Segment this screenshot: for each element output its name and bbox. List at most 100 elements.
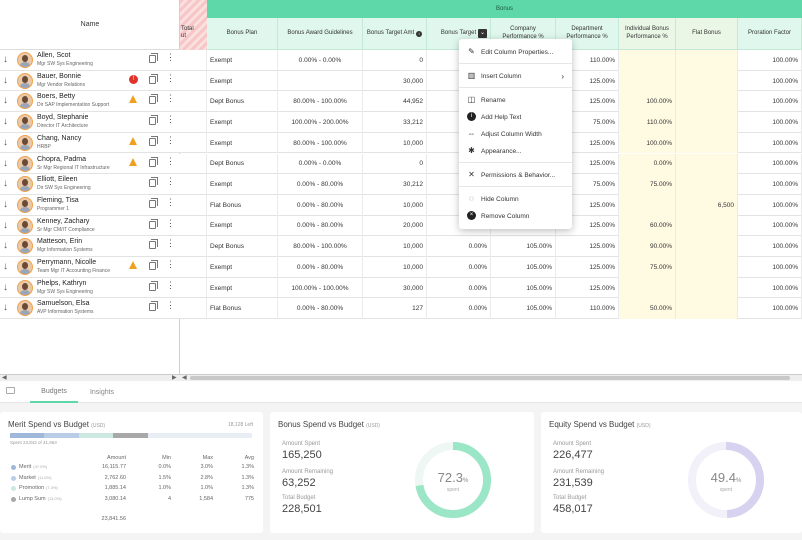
menu-item-width[interactable]: ⇔ Adjust Column Width	[459, 126, 572, 142]
cell-dept[interactable]: 125.00%	[556, 194, 619, 216]
column-header-indiv[interactable]: Individual Bonus Performance %	[619, 18, 676, 50]
cell-total[interactable]	[180, 277, 207, 299]
cell-prorate[interactable]: 100.00%	[738, 112, 802, 133]
cell-guide[interactable]: 80.00% - 100.00%	[278, 236, 363, 257]
cell-plan[interactable]: Dept Bonus	[207, 153, 278, 175]
row-menu-icon[interactable]: ⋮	[166, 300, 175, 311]
cell-amt[interactable]: 20,000	[363, 215, 427, 237]
employee-row[interactable]: ↓ Fleming, Tisa Programmer 1 ⋮	[0, 194, 180, 216]
cell-dept[interactable]: 75.00%	[556, 112, 619, 133]
warning-icon[interactable]	[129, 95, 137, 104]
cell-prorate[interactable]: 100.00%	[738, 50, 802, 71]
column-header-plan[interactable]: Bonus Plan	[207, 18, 278, 50]
name-column-header[interactable]: Name	[0, 0, 180, 50]
cell-flat[interactable]	[676, 50, 738, 71]
table-row[interactable]: Exempt 0.00% - 80.00% 10,000 0.00% 105.00% 12…	[0, 257, 802, 278]
cell-guide[interactable]: 100.00% - 200.00%	[278, 112, 363, 133]
copy-icon[interactable]	[149, 197, 158, 208]
cell-total[interactable]	[180, 70, 207, 92]
cell-indiv[interactable]: 50.00%	[619, 298, 676, 320]
cell-company[interactable]: 105.00%	[491, 257, 556, 278]
table-row[interactable]: Exempt 100.00% - 100.00% 30,000 0.00% 105.00…	[0, 277, 802, 299]
cell-indiv[interactable]: 100.00%	[619, 91, 676, 113]
cell-prorate[interactable]: 100.00%	[738, 194, 802, 216]
cell-flat[interactable]	[676, 236, 738, 257]
menu-item-edit[interactable]: ✎ Edit Column Properties...	[459, 44, 572, 60]
row-menu-icon[interactable]: ⋮	[166, 259, 175, 269]
cell-target[interactable]: 0.00%	[427, 277, 491, 299]
sort-arrow-icon[interactable]: ↓	[3, 198, 8, 210]
help-icon[interactable]: i	[416, 30, 423, 37]
cell-indiv[interactable]	[619, 277, 676, 299]
column-header-prorate[interactable]: Proration Factor	[738, 18, 802, 50]
cell-plan[interactable]: Flat Bonus	[207, 194, 278, 216]
cell-total[interactable]	[180, 298, 207, 320]
table-row[interactable]: Exempt 100.00% - 200.00% 33,212 75.00% 110.0…	[0, 112, 802, 133]
copy-icon[interactable]	[149, 260, 158, 270]
cell-flat[interactable]	[676, 215, 738, 237]
cell-dept[interactable]: 125.00%	[556, 153, 619, 175]
table-row[interactable]: Exempt 80.00% - 100.00% 10,000 125.00% 100.0…	[0, 132, 802, 154]
cell-flat[interactable]	[676, 174, 738, 195]
table-row[interactable]: Dept Bonus 80.00% - 100.00% 10,000 0.00% 105…	[0, 236, 802, 257]
cell-target[interactable]: 0.00%	[427, 298, 491, 320]
cell-plan[interactable]: Exempt	[207, 257, 278, 278]
cell-amt[interactable]: 33,212	[363, 112, 427, 133]
employee-name[interactable]: Elliott, Eileen	[37, 176, 78, 184]
sort-arrow-icon[interactable]: ↓	[3, 74, 8, 86]
menu-item-tools[interactable]: ✕ Permissions & Behavior...	[459, 167, 572, 183]
copy-icon[interactable]	[149, 115, 158, 126]
employee-name[interactable]: Samuelson, Elsa	[37, 300, 90, 308]
cell-flat[interactable]	[676, 257, 738, 278]
employee-row[interactable]: ↓ Phelps, Kathryn Mgr SW Sys Engineering ⋮	[0, 277, 180, 299]
cell-total[interactable]	[180, 91, 207, 113]
cell-flat[interactable]	[676, 132, 738, 154]
copy-icon[interactable]	[149, 53, 158, 63]
tab-insights[interactable]: Insights	[89, 388, 115, 396]
cell-guide[interactable]	[278, 70, 363, 92]
cell-plan[interactable]: Dept Bonus	[207, 236, 278, 257]
cell-company[interactable]: 105.00%	[491, 298, 556, 320]
employee-row[interactable]: ↓ Boers, Betty Dir SAP Implementation Supp…	[0, 91, 180, 113]
cell-amt[interactable]: 10,000	[363, 194, 427, 216]
cell-guide[interactable]: 0.00% - 0.00%	[278, 153, 363, 175]
employee-row[interactable]: ↓ Bauer, Bonnie Mgr Vendor Relations! ⋮	[0, 70, 180, 92]
error-icon[interactable]: !	[129, 74, 138, 84]
cell-total[interactable]	[180, 174, 207, 195]
employee-row[interactable]: ↓ Kenney, Zachary Sr Mgr CM/IT Compliance ⋮	[0, 215, 180, 237]
cell-flat[interactable]: 6,500	[676, 194, 738, 216]
table-row[interactable]: Flat Bonus 0.00% - 80.00% 127 0.00% 105.00% 1…	[0, 298, 802, 320]
cell-total[interactable]	[180, 215, 207, 237]
cell-plan[interactable]: Exempt	[207, 70, 278, 92]
employee-name[interactable]: Fleming, Tisa	[37, 196, 79, 204]
menu-item-paint[interactable]: ✱ Appearance...	[459, 143, 572, 159]
row-menu-icon[interactable]: ⋮	[166, 134, 175, 145]
cell-amt[interactable]: 30,000	[363, 70, 427, 92]
column-header-flat[interactable]: Flat Bonus	[676, 18, 738, 50]
copy-icon[interactable]	[149, 94, 158, 105]
cell-dept[interactable]: 125.00%	[556, 236, 619, 257]
panel-toggle-icon[interactable]	[6, 387, 15, 394]
cell-company[interactable]: 105.00%	[491, 277, 556, 299]
tab-budgets[interactable]: Budgets	[30, 381, 78, 403]
cell-plan[interactable]: Exempt	[207, 277, 278, 299]
copy-icon[interactable]	[149, 135, 158, 146]
cell-dept[interactable]: 125.00%	[556, 70, 619, 92]
cell-indiv[interactable]: 0.00%	[619, 153, 676, 175]
employee-name[interactable]: Chopra, Padma	[37, 155, 87, 163]
sort-arrow-icon[interactable]: ↓	[3, 281, 8, 293]
employee-name[interactable]: Matteson, Erin	[37, 238, 83, 246]
right-horizontal-scrollbar[interactable]: ◀	[180, 374, 802, 381]
menu-item-rename[interactable]: ◫ Rename	[459, 92, 572, 108]
cell-total[interactable]	[180, 153, 207, 175]
cell-flat[interactable]	[676, 91, 738, 113]
employee-row[interactable]: ↓ Chopra, Padma Sr Mgr Regional IT Infrast…	[0, 153, 180, 175]
cell-guide[interactable]: 100.00% - 100.00%	[278, 277, 363, 299]
cell-indiv[interactable]: 60.00%	[619, 215, 676, 237]
row-menu-icon[interactable]: ⋮	[166, 93, 175, 104]
cell-target[interactable]: 0.00%	[427, 257, 491, 278]
employee-name[interactable]: Boyd, Stephanie	[37, 114, 89, 122]
copy-icon[interactable]	[149, 73, 158, 84]
cell-amt[interactable]: 30,000	[363, 277, 427, 299]
employee-name[interactable]: Allen, Scot	[37, 52, 71, 59]
